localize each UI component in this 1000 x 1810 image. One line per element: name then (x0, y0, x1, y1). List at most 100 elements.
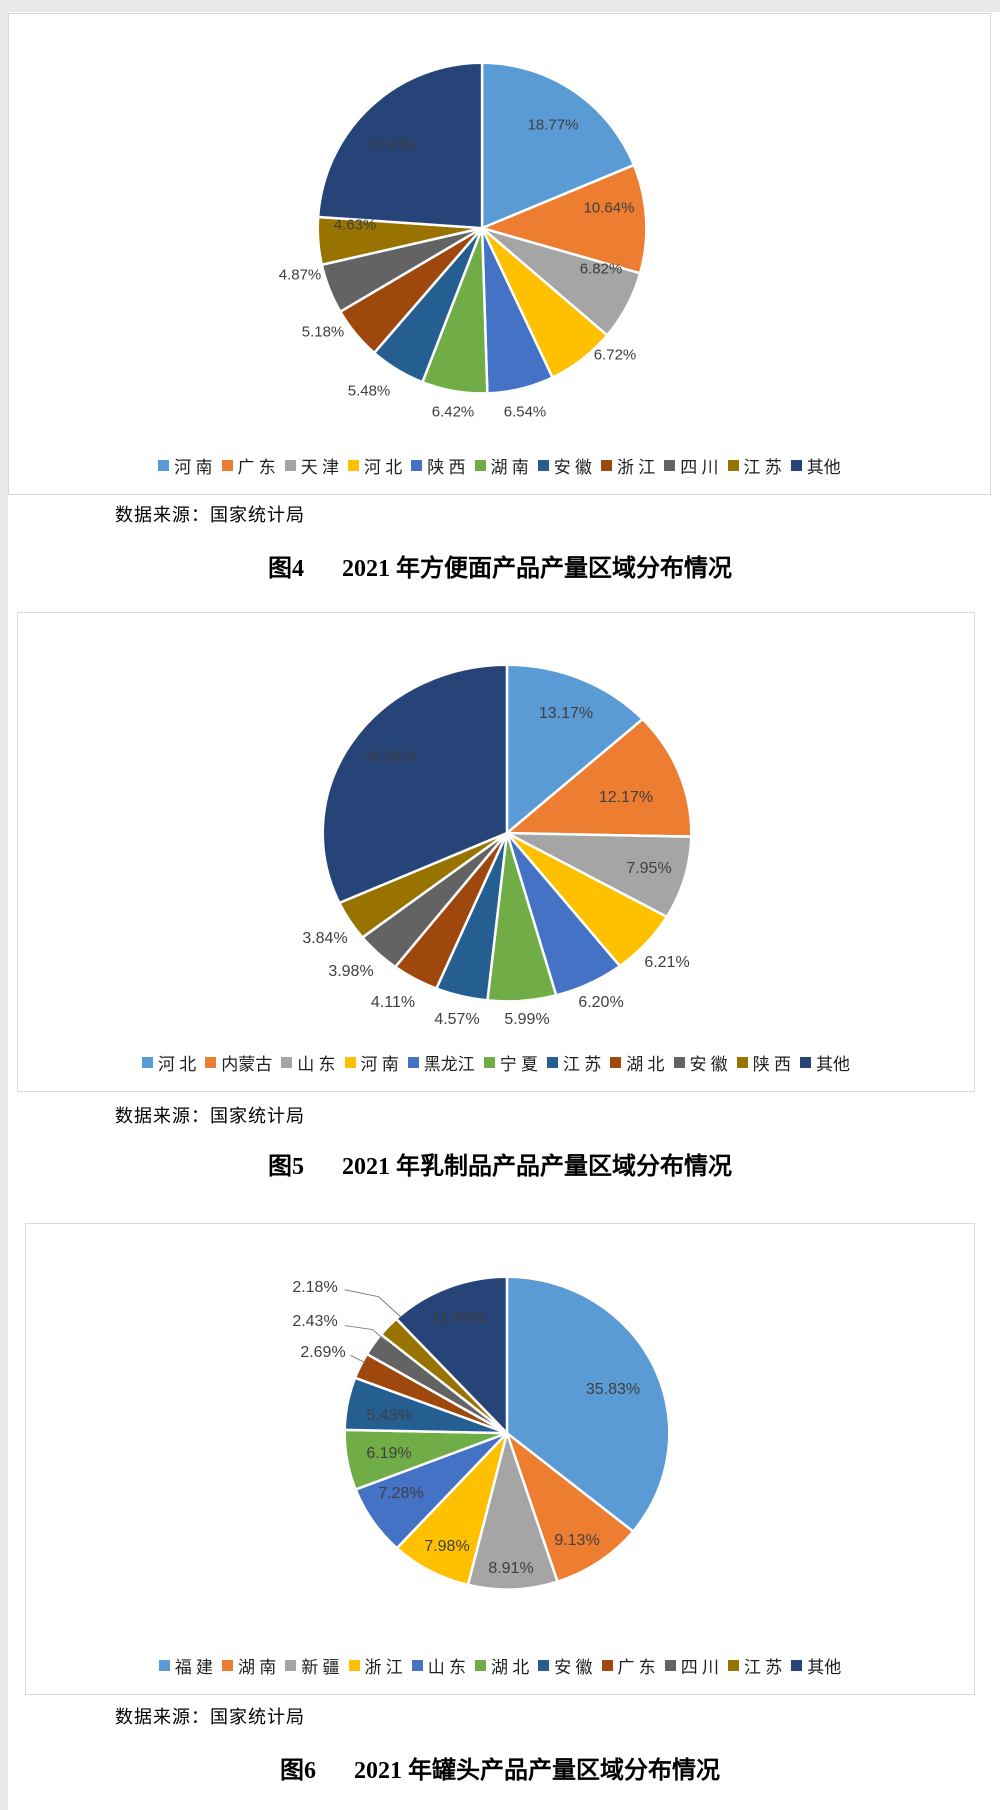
legend-item: 其他 (800, 1050, 850, 1075)
legend-swatch-icon (664, 1660, 676, 1671)
legend-item: 安 徽 (538, 1653, 593, 1678)
legend-item: 宁 夏 (483, 1050, 538, 1075)
legend-swatch-icon (547, 1057, 558, 1068)
legend-swatch-icon (728, 1660, 739, 1671)
legend-label: 内蒙古 (221, 1055, 273, 1074)
figure-5-number: 图5 (268, 1154, 304, 1180)
legend-label: 四 川 (680, 1658, 719, 1677)
legend-label: 陕 西 (427, 458, 466, 477)
legend-item: 四 川 (664, 453, 719, 478)
pie-slice-2-10 (394, 1275, 509, 1435)
legend-label: 河 北 (158, 1055, 197, 1074)
legend-item: 浙 江 (348, 1653, 403, 1678)
legend-label: 福 建 (174, 1658, 213, 1677)
legend-swatch-icon (407, 1057, 419, 1068)
legend-swatch-icon (736, 1057, 748, 1068)
legend-label: 宁 夏 (499, 1055, 538, 1074)
legend-label: 安 徽 (553, 458, 592, 477)
figure-4-pie-chart (316, 61, 648, 395)
legend-swatch-icon (221, 460, 233, 471)
legend-swatch-icon (344, 1057, 356, 1068)
legend-swatch-icon (158, 460, 170, 471)
figure-4-caption: 图4 2021 年方便面产品产量区域分布情况 (0, 548, 1000, 583)
legend-item: 湖 南 (474, 453, 529, 478)
pie-slice-0-0 (480, 61, 636, 230)
legend-item: 山 东 (411, 1653, 466, 1678)
legend-label: 天 津 (300, 458, 339, 477)
pie-slice-0-1 (480, 163, 648, 275)
pie-slice-1-1 (505, 717, 693, 838)
legend-label: 湖 北 (626, 1055, 665, 1074)
legend-swatch-icon (800, 1057, 811, 1068)
figure-4-title: 2021 年方便面产品产量区域分布情况 (342, 556, 732, 582)
label-leader-line (344, 1325, 387, 1342)
legend-item: 四 川 (664, 1653, 719, 1678)
legend-label: 江 苏 (744, 1658, 783, 1677)
legend-label: 新 疆 (301, 1658, 340, 1677)
legend-label: 黑龙江 (423, 1055, 475, 1074)
legend-label: 湖 南 (490, 458, 529, 477)
legend-item: 安 徽 (673, 1050, 728, 1075)
legend-swatch-icon (538, 1660, 550, 1671)
page-top-margin (0, 0, 1000, 12)
legend-label: 四 川 (680, 458, 719, 477)
legend-label: 河 南 (360, 1055, 399, 1074)
legend-label: 山 东 (297, 1055, 336, 1074)
legend-swatch-icon (222, 1660, 233, 1671)
legend-item: 河 北 (348, 453, 402, 478)
label-leader-line (350, 1354, 365, 1363)
legend-item: 广 东 (221, 453, 276, 478)
legend-label: 浙 江 (364, 1658, 403, 1677)
legend-label: 其他 (816, 1055, 850, 1074)
legend-swatch-icon (475, 1660, 486, 1671)
legend-item: 江 苏 (727, 453, 782, 478)
legend-swatch-icon (601, 460, 612, 471)
legend-label: 广 东 (617, 1658, 656, 1677)
pie-slice-2-0 (505, 1275, 671, 1533)
legend-label: 安 徽 (689, 1055, 728, 1074)
legend-swatch-icon (483, 1057, 495, 1068)
legend-swatch-icon (664, 460, 676, 471)
figure-6-number: 图6 (280, 1758, 316, 1784)
legend-swatch-icon (348, 1660, 360, 1671)
legend-item: 其他 (790, 453, 841, 478)
legend-item: 湖 北 (610, 1050, 665, 1075)
figure-5-legend: 河 北 内蒙古 山 东 河 南 黑龙江 宁 夏 江 苏 湖 北 安 徽 陕 西 其他 (18, 1050, 974, 1075)
legend-swatch-icon (284, 460, 296, 471)
legend-label: 安 徽 (554, 1658, 593, 1677)
legend-label: 广 东 (237, 458, 276, 477)
legend-swatch-icon (673, 1057, 685, 1068)
legend-label: 浙 江 (617, 458, 656, 477)
legend-label: 陕 西 (752, 1055, 791, 1074)
legend-swatch-icon (348, 460, 359, 471)
legend-swatch-icon (142, 1057, 153, 1068)
pie-slice-2-2 (466, 1431, 559, 1591)
legend-item: 山 东 (281, 1050, 336, 1075)
legend-item: 内蒙古 (205, 1050, 272, 1075)
legend-label: 江 苏 (743, 458, 782, 477)
legend-label: 湖 南 (238, 1658, 277, 1677)
pie-slice-1-10 (321, 663, 509, 905)
legend-label: 河 南 (174, 458, 213, 477)
pie-slice-1-0 (505, 663, 644, 835)
legend-item: 新 疆 (285, 1653, 340, 1678)
legend-swatch-icon (285, 1660, 297, 1671)
legend-swatch-icon (411, 1660, 423, 1671)
figure-6-legend: 福 建 湖 南 新 疆 浙 江 山 东 湖 北 安 徽 广 东 四 川 江 苏 其他 (26, 1653, 974, 1678)
figure-6-chart-area: 35.83% 9.13% 8.91% 7.98% 7.28% 6.19% 5.43% 2.69… (25, 1223, 975, 1695)
pie-slice-0-10 (316, 61, 484, 230)
figure-5-data-source: 数据来源：国家统计局 (115, 1106, 305, 1126)
legend-item: 安 徽 (537, 453, 592, 478)
page-left-margin (0, 0, 8, 1810)
legend-swatch-icon (601, 1660, 613, 1671)
legend-swatch-icon (205, 1057, 217, 1068)
legend-label: 其他 (807, 1658, 842, 1677)
legend-swatch-icon (411, 460, 423, 471)
legend-item: 江 苏 (547, 1050, 601, 1075)
legend-swatch-icon (158, 1660, 170, 1671)
figure-6-pie-chart (343, 1275, 671, 1591)
figure-5-title: 2021 年乳制品产品产量区域分布情况 (342, 1154, 732, 1180)
legend-swatch-icon (791, 1660, 803, 1671)
figure-6-data-source: 数据来源：国家统计局 (115, 1707, 305, 1727)
figure-6-title: 2021 年罐头产品产量区域分布情况 (354, 1758, 720, 1784)
